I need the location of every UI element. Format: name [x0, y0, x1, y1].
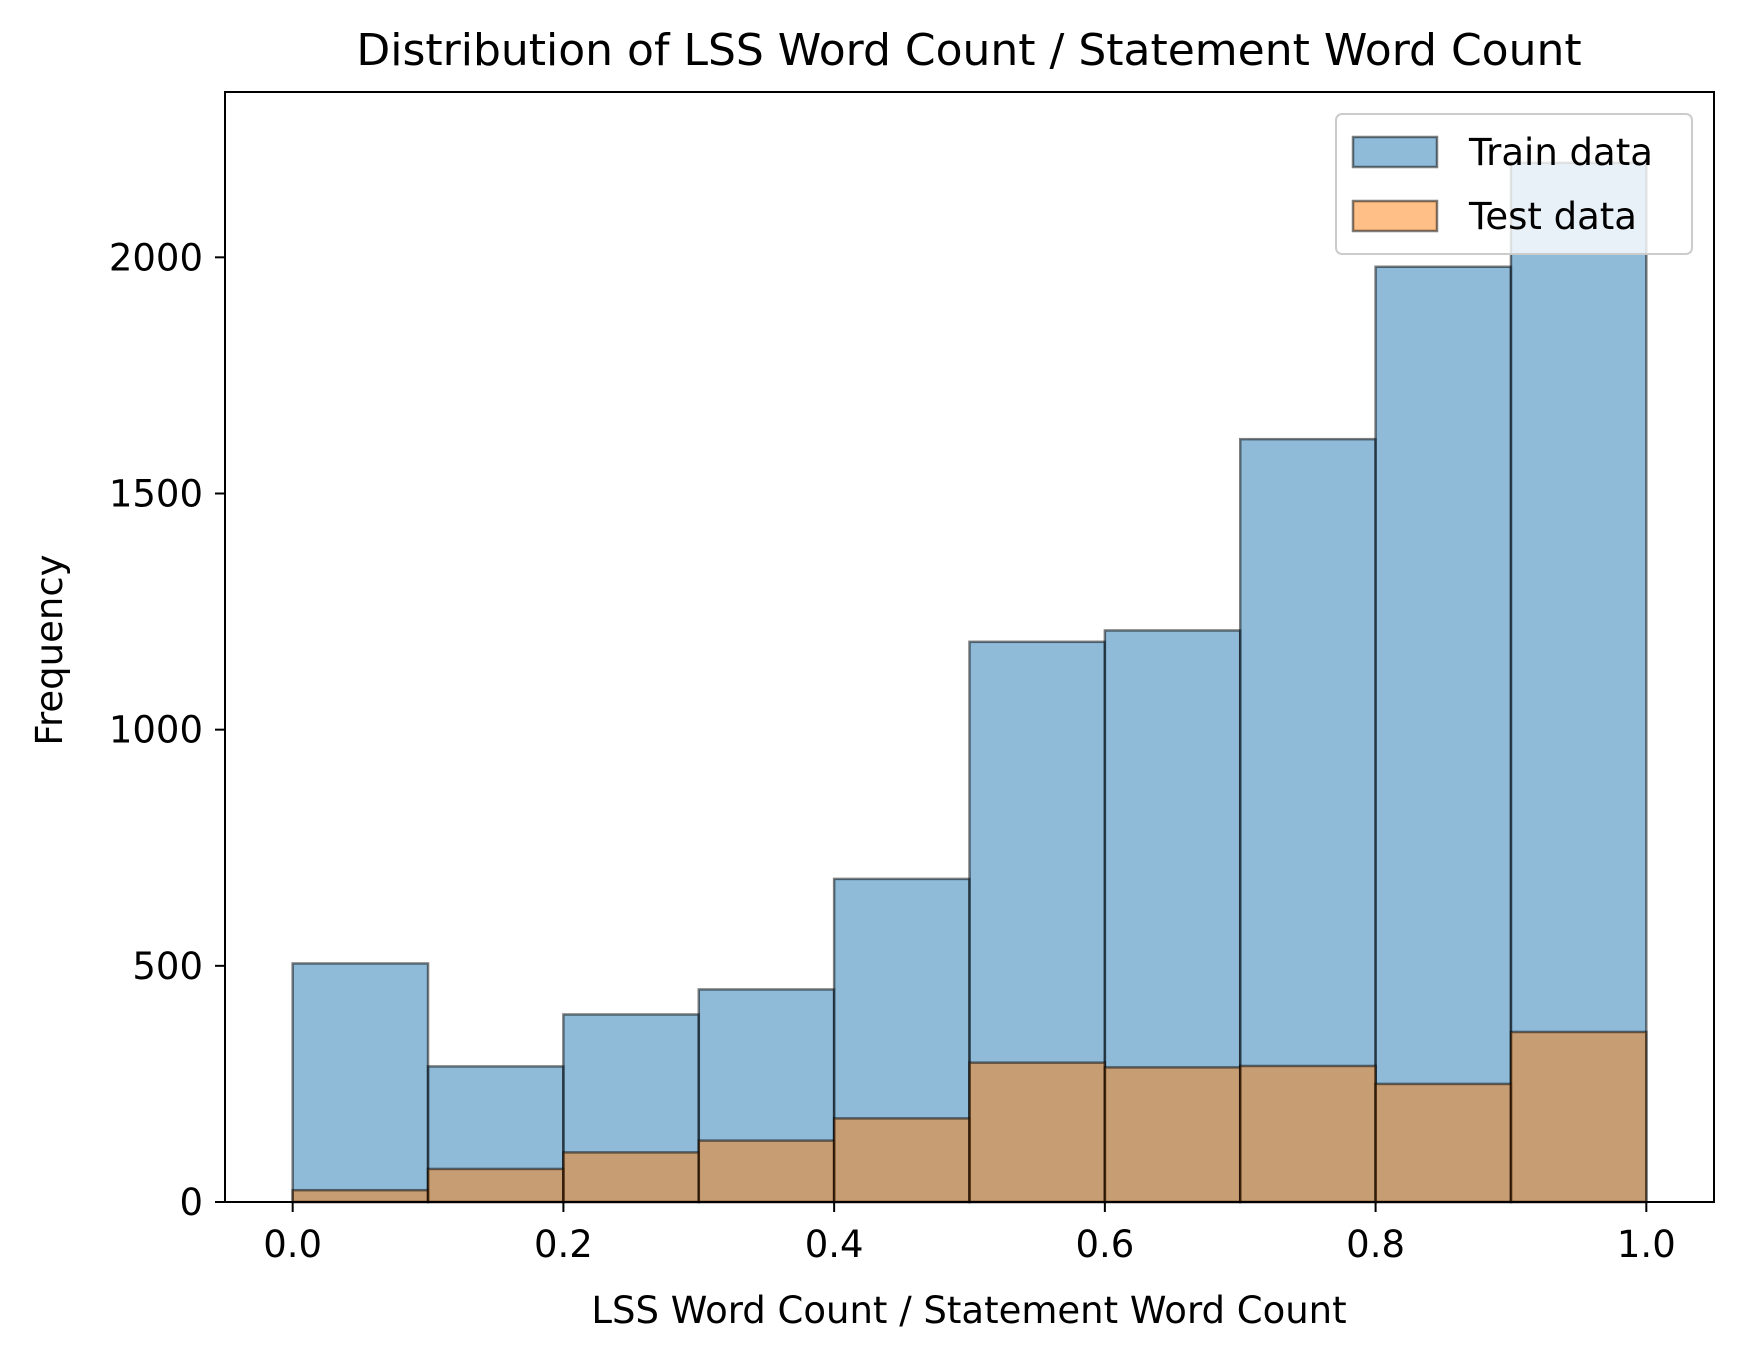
x-tick-label: 0.6: [1075, 1223, 1134, 1266]
x-tick-label: 0.2: [534, 1223, 593, 1266]
test-data-bar: [697, 1139, 836, 1204]
test-data-bar: [1238, 1064, 1377, 1204]
test-data-legend-label: Test data: [1468, 195, 1637, 238]
test-data-bar: [291, 1188, 430, 1204]
y-tick-label: 2000: [109, 236, 203, 279]
chart-title: Distribution of LSS Word Count / Stateme…: [356, 25, 1581, 76]
test-data-bar: [1509, 1030, 1648, 1204]
axes-frame: [224, 91, 1715, 1203]
y-tick-label: 1000: [109, 709, 203, 752]
x-tick-label: 0.8: [1346, 1223, 1405, 1266]
x-axis-label: LSS Word Count / Statement Word Count: [591, 1289, 1346, 1332]
bars-layer: [291, 161, 1648, 1204]
train-data-legend-label: Train data: [1468, 131, 1653, 174]
train-data-bar: [1509, 161, 1648, 1204]
x-tick-label: 1.0: [1617, 1223, 1676, 1266]
test-data-bar: [426, 1167, 565, 1204]
test-data-bar: [832, 1117, 971, 1204]
train-data-legend-swatch: [1351, 135, 1439, 169]
x-tick-label: 0.4: [805, 1223, 864, 1266]
y-tick-label: 0: [179, 1181, 203, 1224]
legend: Train data Test data: [1335, 113, 1693, 255]
y-axis-ticks: 0 500 1000 1500 2000: [109, 236, 225, 1224]
y-tick-label: 1500: [109, 472, 203, 515]
test-data-bar: [1374, 1082, 1513, 1204]
train-data-bar: [1374, 265, 1513, 1204]
x-axis-ticks: 0.0 0.2 0.4 0.6 0.8 1.0: [263, 1202, 1676, 1266]
test-data-bar: [562, 1151, 701, 1204]
y-axis-label: Frequency: [28, 554, 71, 745]
test-data-bar: [968, 1061, 1107, 1204]
x-tick-label: 0.0: [263, 1223, 322, 1266]
test-data-bar: [1103, 1066, 1242, 1204]
train-data-bar: [291, 962, 430, 1204]
y-tick-label: 500: [132, 945, 203, 988]
test-data-legend-swatch: [1351, 199, 1439, 233]
